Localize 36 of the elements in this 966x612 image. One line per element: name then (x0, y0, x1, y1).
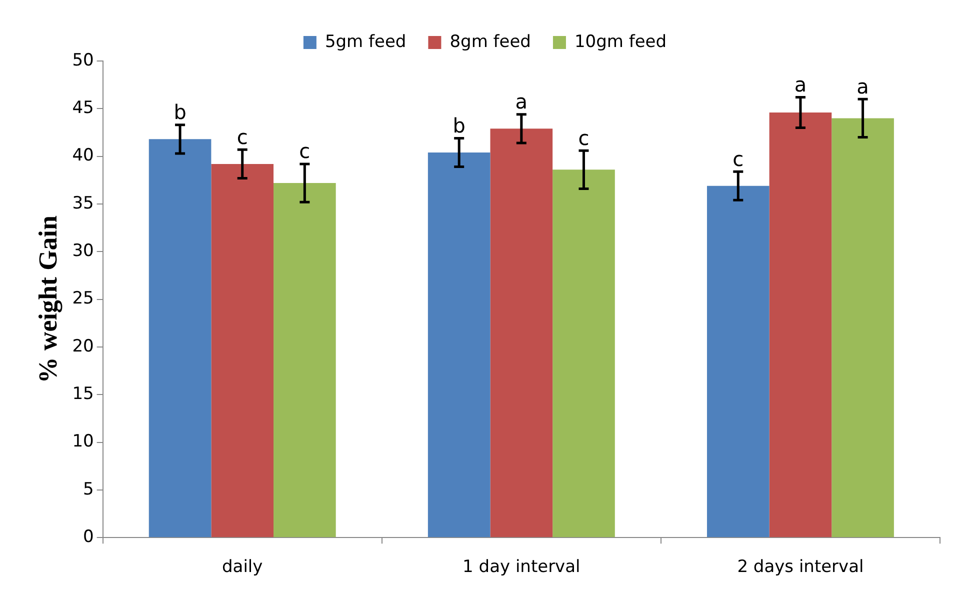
bar (552, 170, 615, 538)
y-tick-label: 35 (72, 193, 94, 214)
y-tick-label: 0 (83, 527, 94, 548)
data-label: c (236, 124, 248, 149)
bar (706, 186, 770, 538)
data-label: a (856, 74, 869, 98)
y-tick-label: 45 (72, 98, 94, 118)
bar (428, 152, 490, 538)
x-tick-label: daily (222, 557, 263, 578)
legend-label: 10gm feed (574, 32, 667, 52)
data-label: c (732, 146, 744, 171)
legend-label: 8gm feed (450, 32, 531, 52)
bar (148, 139, 212, 538)
y-tick-label: 25 (72, 288, 94, 309)
y-tick-label: 15 (72, 384, 94, 404)
x-tick-label: 2 days interval (737, 557, 864, 578)
data-label: b (174, 100, 186, 124)
bar (769, 112, 832, 538)
data-label: c (299, 139, 310, 164)
y-tick-label: 10 (72, 432, 94, 452)
y-tick-label: 50 (72, 50, 94, 70)
bar (211, 164, 274, 538)
data-label: c (578, 126, 590, 150)
y-tick-label: 5 (83, 479, 94, 500)
y-axis-title: % weight Gain (33, 214, 62, 384)
bar (274, 183, 336, 538)
data-label: a (515, 90, 528, 114)
x-tick-label: 1 day interval (462, 557, 580, 578)
y-tick-label: 20 (72, 336, 94, 356)
y-tick-label: 30 (72, 241, 94, 262)
data-label: a (794, 72, 807, 96)
legend-label: 5gm feed (324, 32, 406, 52)
y-tick-label: 40 (72, 146, 94, 166)
bar (832, 118, 894, 538)
bar (490, 128, 553, 538)
data-label: b (452, 113, 466, 138)
